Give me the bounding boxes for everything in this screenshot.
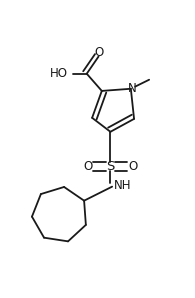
- Text: O: O: [128, 160, 138, 173]
- Text: NH: NH: [114, 179, 132, 192]
- Text: HO: HO: [50, 67, 68, 80]
- Text: N: N: [128, 82, 137, 95]
- Text: O: O: [94, 46, 104, 59]
- Text: S: S: [106, 160, 115, 173]
- Text: O: O: [83, 160, 92, 173]
